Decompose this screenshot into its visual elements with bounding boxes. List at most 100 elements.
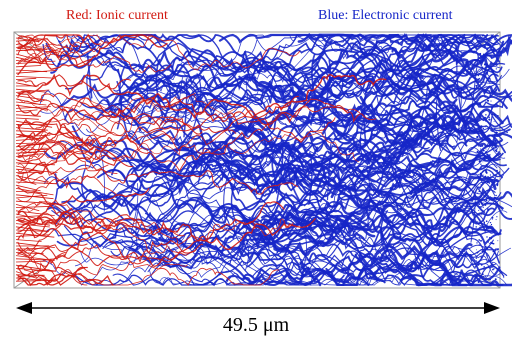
electronic-path [312,33,400,65]
ionic-path [17,98,377,147]
electronic-collector-dot [480,207,482,209]
electronic-collector-dot [493,268,495,270]
electronic-path [129,137,499,206]
ionic-inlet-line [15,226,49,232]
ionic-inlet-line [15,89,50,93]
ionic-inlet-line [15,175,49,183]
electronic-collector-dot [490,223,493,226]
electronic-path [287,146,301,202]
ionic-inlet-line [15,279,56,282]
electronic-collector-dot [475,274,478,277]
ionic-inlet-line [15,138,38,141]
electronic-collector-dot [476,40,479,43]
ionic-path [17,161,299,195]
electronic-collector-dot [487,207,489,209]
electronic-collector-dot [478,102,480,104]
ionic-path [17,115,179,142]
electronic-collector-dot [495,174,497,176]
electronic-collector-dot [496,204,498,207]
ionic-inlet-line [15,194,48,199]
electronic-path [365,168,371,240]
ionic-path [17,34,160,56]
electronic-collector-dot [487,208,490,211]
ionic-inlet-line [15,159,46,167]
ionic-inlet-line [15,143,44,148]
electronic-collector-dot [485,220,488,223]
electronic-path [232,201,338,231]
electronic-collector-dot [477,223,480,225]
electronic-collector-dot [486,236,488,238]
electronic-collector-dot [496,60,497,62]
electronic-collector-dot [479,77,481,79]
electronic-path [305,49,394,79]
electronic-path [176,77,183,145]
ionic-path [17,124,117,152]
electronic-collector-dot [491,71,494,73]
electronic-path [271,144,286,201]
electronic-collector-dot [497,248,499,251]
electronic-collector-dot [479,58,481,60]
electronic-collector-dot [480,133,482,135]
ionic-path [17,92,196,151]
electronic-collector-dot [478,102,482,106]
electronic-path [359,95,497,147]
ionic-inlet-line [15,205,53,208]
electronic-collector-dot [477,261,480,264]
electronic-collector-dot [485,278,487,281]
electronic-collector-dot [477,263,480,266]
electronic-path [127,130,498,216]
electronic-collector-dot [486,255,489,257]
electronic-collector-dot [489,154,491,156]
ionic-inlet-line [15,184,41,192]
ionic-path [17,53,68,65]
electronic-collector-dot [488,112,490,114]
electronic-collector-dot [480,163,482,165]
electronic-collector-dot [495,205,496,207]
ionic-inlet-line [15,60,56,64]
electronic-collector-dot [495,64,498,66]
ionic-path [17,74,132,92]
electronic-collector-dot [493,181,496,184]
electronic-collector-dot [494,36,497,38]
electronic-collector-dot [494,38,496,41]
ionic-inlet-line [15,264,57,272]
electronic-path [50,48,499,123]
ionic-inlet-line [15,76,52,79]
electronic-collector-dot [476,150,479,153]
electronic-collector-dot [482,149,485,152]
electronic-collector-dot [475,257,478,259]
electronic-collector-dot [495,37,498,40]
electronic-path [111,147,504,197]
electronic-collector-dot [495,131,498,134]
electronic-path [128,94,508,196]
electronic-collector-dot [493,62,495,64]
electronic-collector-dot [480,148,482,150]
ionic-inlet-line [15,117,39,120]
electronic-collector-dot [477,180,479,182]
ionic-inlet-line [15,215,42,218]
electronic-path [355,33,489,86]
electronic-collector-dot [484,96,487,98]
electronic-collector-dot [479,199,482,202]
electronic-collector-dot [493,113,496,116]
electronic-collector-dot [478,209,480,211]
ionic-path [17,135,106,163]
electronic-collector-dot [485,151,488,154]
electronic-collector-dot [490,241,493,244]
electronic-collector-dot [489,46,491,48]
ionic-path [17,40,172,73]
ionic-current-inlet-lines [15,37,58,282]
electronic-collector-dot [484,245,487,248]
electronic-collector-dot [494,197,497,199]
electronic-collector-dot [495,82,497,84]
electronic-collector-dot [476,242,478,244]
ionic-path [17,201,285,267]
electronic-collector-dot [483,92,485,94]
electronic-collector-dot [487,128,489,131]
electronic-collector-dot [482,53,485,56]
electronic-collector-dot [482,127,484,130]
electronic-collector-dot [478,129,480,131]
electronic-collector-dot [492,181,494,183]
ionic-inlet-line [15,109,38,112]
electronic-collector-dot [480,175,482,178]
